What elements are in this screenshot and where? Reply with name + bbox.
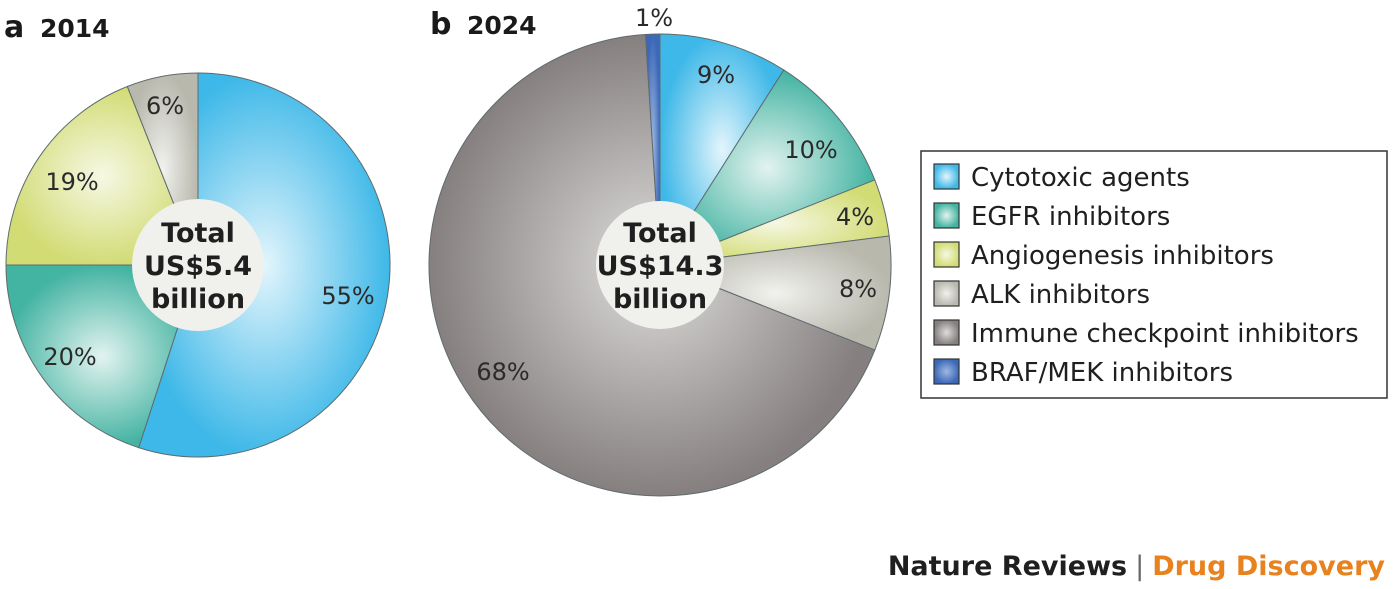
pie-chart-2024: b 2024 9% 10% 4% 8% 68% 1% Total US$14.3 bill… (428, 4, 892, 497)
legend-swatch-angiogenesis-inhibitors (933, 241, 960, 268)
slice-label-2014-angiogenesis-inhibitors: 19% (45, 168, 98, 196)
legend-items: Cytotoxic agents EGFR inhibitors Angiogene… (933, 163, 1359, 388)
pie-2014-center-line3: billion (151, 284, 245, 315)
pie-chart-2014: a 2014 55% 20% 19% 6% Total US$5.4 billion (4, 10, 391, 458)
legend-label-alk-inhibitors: ALK inhibitors (971, 280, 1150, 310)
pie-slice-2014-egfr-inhibitors (5, 264, 199, 449)
pie-2014-center-line2: US$5.4 (144, 251, 252, 282)
pie-2014-center-line1: Total (161, 218, 235, 249)
slice-label-2014-alk-inhibitors: 6% (146, 92, 184, 120)
slice-label-2024-braf-mek-inhibitors: 1% (635, 4, 673, 32)
slice-label-2024-immune-checkpoint-inhibitors: 68% (476, 358, 529, 386)
pie-2024-center-line3: billion (613, 284, 707, 315)
legend-swatch-egfr-inhibitors (933, 202, 960, 229)
legend-label-braf-mek-inhibitors: BRAF/MEK inhibitors (971, 358, 1233, 388)
journal-credit: Nature Reviews | Drug Discovery (888, 551, 1386, 582)
panel-title-2024: 2024 (467, 11, 537, 40)
pie-2024-slices (428, 33, 892, 497)
credit-journal: Nature Reviews (888, 551, 1127, 582)
pie-slice-2024-egfr-inhibitors (658, 69, 876, 267)
legend-label-immune-checkpoint-inhibitors: Immune checkpoint inhibitors (971, 319, 1359, 349)
slice-label-2024-angiogenesis-inhibitors: 4% (836, 203, 874, 231)
pie-2024-center-disc (596, 201, 724, 329)
legend-swatch-alk-inhibitors (933, 280, 960, 307)
legend-label-egfr-inhibitors: EGFR inhibitors (971, 202, 1170, 232)
pie-2024-center-line2: US$14.3 (597, 251, 724, 282)
legend-swatch-cytotoxic-agents (933, 163, 960, 190)
slice-label-2014-egfr-inhibitors: 20% (43, 343, 96, 371)
legend: Cytotoxic agents EGFR inhibitors Angiogene… (920, 150, 1388, 399)
pie-2014-center-disc (132, 199, 264, 331)
slice-label-2024-egfr-inhibitors: 10% (784, 136, 837, 164)
credit-line: Nature Reviews | Drug Discovery (888, 551, 1386, 582)
slice-label-2024-cytotoxic-agents: 9% (697, 61, 735, 89)
pie-2024-labels: 9% 10% 4% 8% 68% 1% (476, 4, 877, 386)
panel-letter-a: a (4, 10, 24, 45)
legend-swatch-braf-mek-inhibitors (933, 358, 960, 385)
pie-2014-slices (5, 72, 391, 458)
legend-swatch-immune-checkpoint-inhibitors (933, 319, 960, 346)
panel-title-2014: 2014 (40, 14, 110, 43)
pie-slice-2014-cytotoxic-agents (138, 72, 391, 458)
pie-2024-center-line1: Total (623, 218, 697, 249)
pie-2014-labels: 55% 20% 19% 6% (43, 92, 374, 371)
legend-label-angiogenesis-inhibitors: Angiogenesis inhibitors (971, 241, 1274, 271)
slice-label-2014-cytotoxic-agents: 55% (321, 282, 374, 310)
pie-slice-2024-cytotoxic-agents (659, 33, 785, 267)
slice-label-2024-alk-inhibitors: 8% (839, 275, 877, 303)
panel-letter-b: b (430, 7, 451, 42)
credit-section: Drug Discovery (1152, 551, 1385, 582)
credit-separator: | (1135, 551, 1144, 582)
legend-box (920, 150, 1388, 399)
legend-label-cytotoxic-agents: Cytotoxic agents (971, 163, 1190, 193)
